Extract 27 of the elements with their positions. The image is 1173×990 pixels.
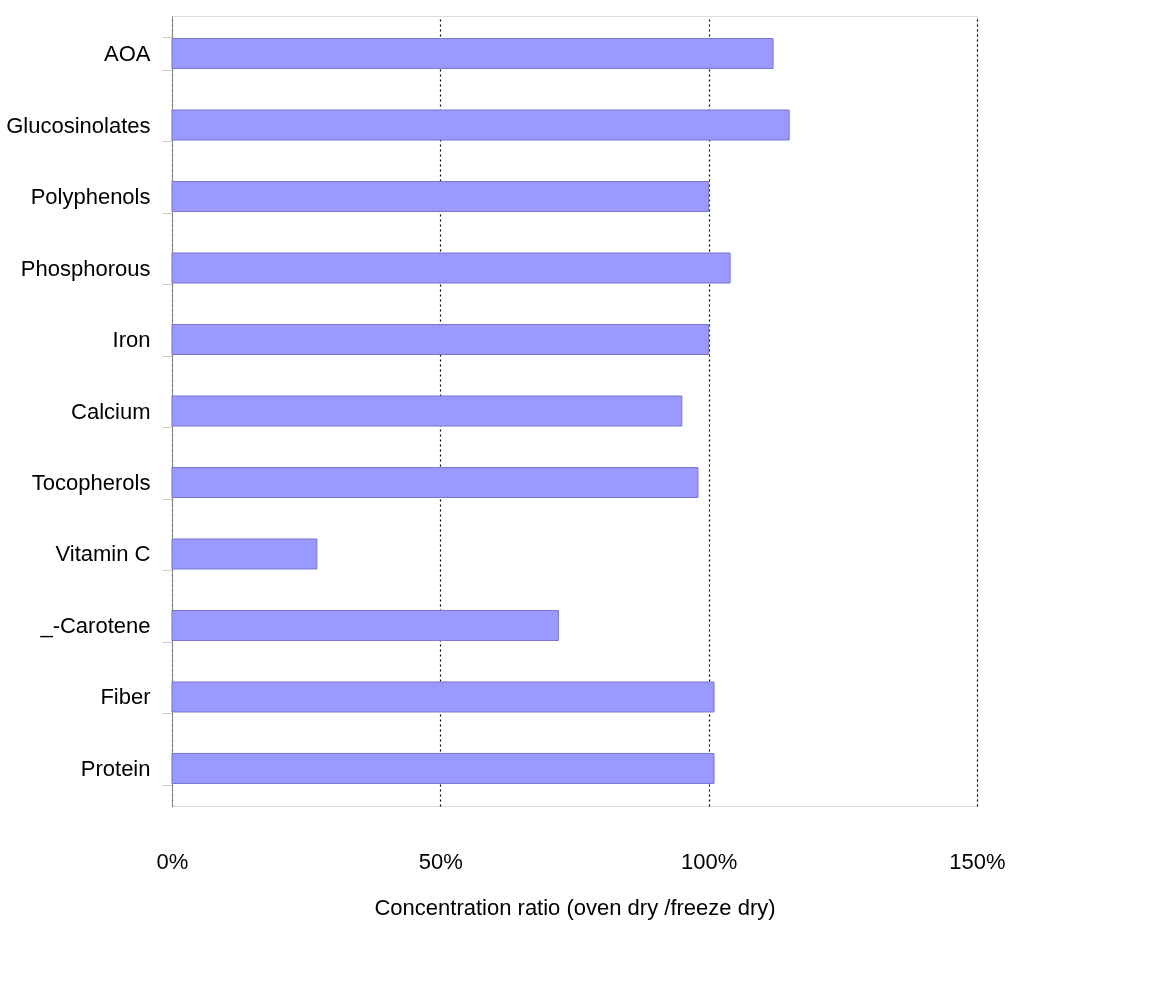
y-tick-label: Iron — [112, 327, 151, 353]
x-axis-title: Concentration ratio (oven dry /freeze dry) — [374, 894, 776, 920]
x-tick-label: 50% — [418, 848, 463, 874]
bar — [171, 609, 559, 641]
y-tick-label: Phosphorous — [20, 255, 151, 281]
x-tick-label: 0% — [156, 848, 189, 874]
bar — [171, 538, 318, 570]
y-tick-label: Fiber — [100, 684, 151, 710]
bar — [171, 395, 683, 427]
bar — [171, 252, 731, 284]
bar — [171, 109, 790, 141]
y-tick-label: _-Carotene — [39, 612, 151, 638]
y-tick-label: Protein — [80, 755, 151, 781]
bar — [171, 181, 710, 213]
y-tick-label: Glucosinolates — [6, 112, 151, 138]
bar — [171, 38, 774, 70]
x-tick-label: 100% — [681, 848, 738, 874]
y-tick-label: Polyphenols — [30, 184, 151, 210]
x-tick-label: 150% — [949, 848, 1006, 874]
bar — [171, 466, 699, 498]
y-tick-label: Vitamin C — [55, 541, 151, 567]
y-tick-label: Tocopherols — [31, 469, 151, 495]
y-tick-label: Calcium — [71, 398, 151, 424]
bar — [171, 324, 710, 356]
y-tick-label: AOA — [104, 41, 151, 67]
bar — [171, 681, 715, 713]
bar — [171, 752, 715, 784]
